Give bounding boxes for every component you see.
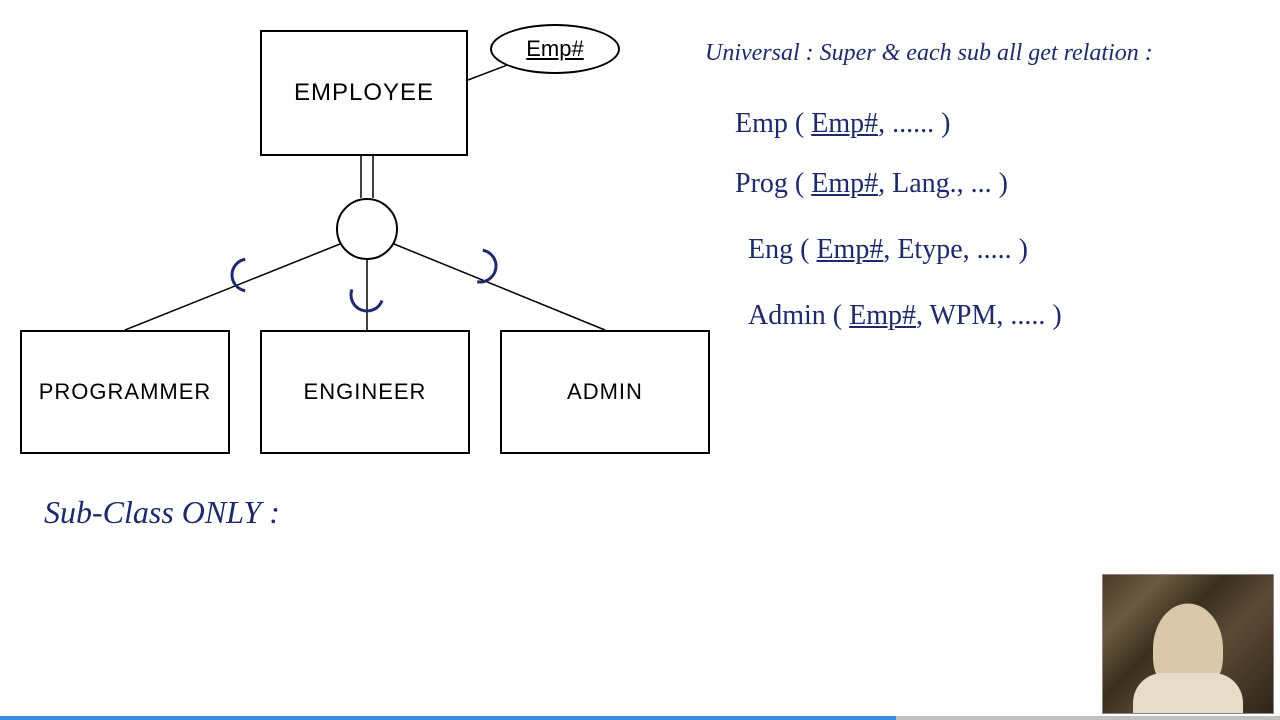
specialization-circle <box>336 198 398 260</box>
entity-admin-label: ADMIN <box>567 379 643 405</box>
note-universal-heading: Universal : Super & each sub all get rel… <box>705 40 1153 67</box>
attribute-emp-number: Emp# <box>490 24 620 74</box>
note-relation-0: Emp ( Emp#, ...... ) <box>735 108 950 140</box>
note-subclass-only: Sub-Class ONLY : <box>44 494 280 531</box>
entity-programmer: PROGRAMMER <box>20 330 230 454</box>
note-relation-3: Admin ( Emp#, WPM, ..... ) <box>748 300 1062 332</box>
attribute-emp-number-label: Emp# <box>526 36 583 62</box>
entity-admin: ADMIN <box>500 330 710 454</box>
entity-programmer-label: PROGRAMMER <box>39 379 212 405</box>
entity-engineer: ENGINEER <box>260 330 470 454</box>
entity-engineer-label: ENGINEER <box>304 379 427 405</box>
progress-bar <box>0 716 1280 720</box>
entity-employee-label: EMPLOYEE <box>294 79 434 107</box>
presenter-webcam <box>1102 574 1274 714</box>
whiteboard-canvas: EMPLOYEE Emp# PROGRAMMER ENGINEER ADMIN Un… <box>0 0 1280 720</box>
note-relation-1: Prog ( Emp#, Lang., ... ) <box>735 168 1008 200</box>
entity-employee: EMPLOYEE <box>260 30 468 156</box>
note-relation-2: Eng ( Emp#, Etype, ..... ) <box>748 234 1028 266</box>
